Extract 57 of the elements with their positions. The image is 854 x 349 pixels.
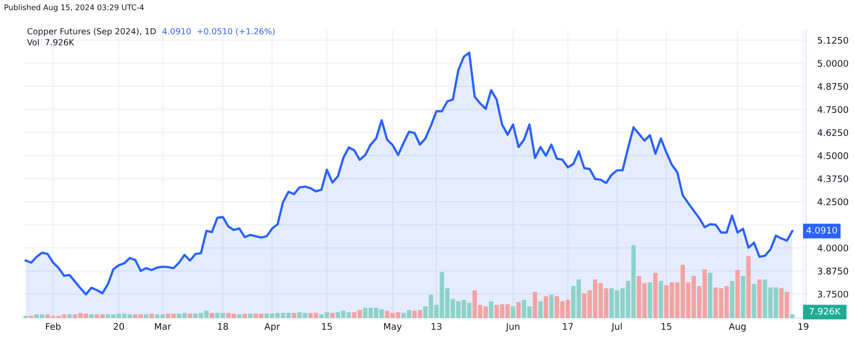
bar	[544, 296, 548, 318]
text: 7.926K	[810, 308, 841, 315]
bar	[735, 270, 740, 318]
bar	[648, 282, 652, 318]
bar	[538, 301, 543, 318]
y-tick-label: 4.0000	[818, 244, 848, 252]
chart-title: Copper Futures (Sep 2024), 1D	[27, 28, 156, 36]
bar	[730, 280, 734, 318]
bar	[188, 314, 192, 318]
annotation: 4.0910 +0.0510 (+1.26%)	[162, 28, 275, 36]
x-tick-label: 15	[322, 323, 332, 330]
annotation: Vol 7.926K	[27, 38, 74, 46]
bar	[658, 280, 664, 318]
x-tick-label: Mar	[154, 323, 172, 330]
y-tick-label: 5.0000	[818, 60, 848, 67]
bar	[757, 279, 762, 318]
bar	[210, 312, 214, 318]
bar	[510, 306, 516, 318]
bar	[516, 302, 521, 318]
bar	[330, 312, 335, 318]
y-tick-label: 4.7500	[818, 106, 848, 113]
y-tick-label: 4.2500	[818, 198, 848, 206]
bar	[752, 284, 756, 318]
x-tick-label: Jul	[611, 322, 622, 332]
bar	[292, 312, 296, 318]
bar	[242, 314, 247, 318]
y-tick-label: 5.1250	[818, 36, 848, 44]
bar	[149, 314, 154, 318]
y-tick-label: 4.5000	[818, 152, 848, 160]
bar	[248, 314, 252, 318]
y-tick-label: 4.3750	[818, 175, 848, 182]
x-tick-label: 20	[114, 323, 124, 330]
bar	[532, 292, 538, 318]
x-tick-label: 17	[563, 323, 573, 330]
y-tick-label: 4.8750	[818, 83, 848, 90]
y-tick-label: 4.6250	[818, 129, 848, 136]
y-tick-label: 3.8750	[818, 268, 848, 274]
x-tick-label: 13	[432, 323, 442, 330]
bar	[740, 276, 746, 318]
bar	[746, 256, 751, 318]
bar	[708, 272, 712, 318]
x-tick-label: 19	[798, 323, 808, 330]
x-tick-label: Jun	[506, 323, 520, 332]
bar	[488, 301, 494, 318]
x-tick-label: 18	[218, 323, 228, 330]
x-tick-label: 15	[662, 323, 672, 330]
y-tick-label: 3.7500	[818, 290, 848, 298]
bar	[144, 314, 148, 318]
bar	[549, 294, 554, 318]
bar	[237, 314, 242, 318]
bar	[653, 272, 658, 318]
annotation: 4.0910	[806, 226, 837, 234]
x-tick-label: Feb	[46, 322, 61, 330]
x-tick-label: Apr	[264, 323, 280, 332]
bar	[790, 314, 794, 318]
x-tick-label: Aug	[728, 323, 746, 332]
x-tick-label: May	[384, 323, 402, 332]
